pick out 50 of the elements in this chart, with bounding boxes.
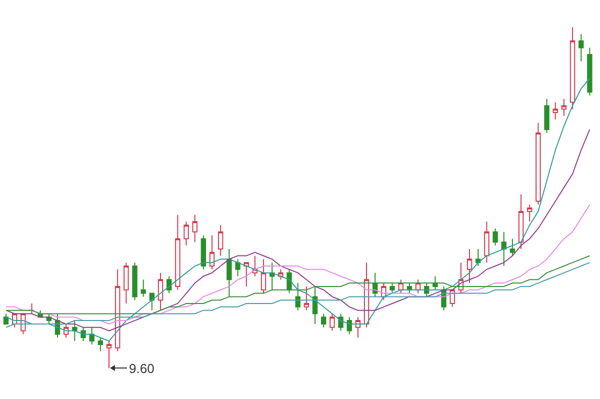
candlestick xyxy=(175,214,180,290)
candlestick xyxy=(72,320,78,342)
candlestick xyxy=(552,102,558,120)
candlestick xyxy=(260,258,266,294)
candlestick xyxy=(321,313,326,328)
candlestick xyxy=(510,238,516,256)
candlestick xyxy=(536,122,541,206)
candlestick xyxy=(355,316,361,338)
candlestick xyxy=(286,268,292,294)
candlestick xyxy=(570,26,576,110)
annotation: 9.60 xyxy=(129,361,154,376)
candlestick xyxy=(561,98,567,116)
candlestick xyxy=(466,248,472,284)
candlestick xyxy=(476,248,481,266)
candlestick xyxy=(124,262,129,304)
candlestick xyxy=(544,98,550,134)
candlestick xyxy=(132,262,138,301)
candlestick xyxy=(518,194,524,250)
candlestick xyxy=(492,228,498,246)
candlestick xyxy=(89,326,94,345)
candlestick xyxy=(235,258,240,277)
candlestick xyxy=(330,313,335,332)
candlestick xyxy=(98,337,104,352)
candlestick xyxy=(295,282,300,311)
candlestick xyxy=(218,224,224,256)
candlestick xyxy=(226,248,232,298)
candlestick xyxy=(270,262,275,290)
candlestick xyxy=(140,279,146,298)
candlestick xyxy=(200,234,206,270)
candlestick xyxy=(158,272,164,311)
candlestick xyxy=(149,292,155,311)
candlestick xyxy=(192,214,198,243)
candlestick xyxy=(3,313,9,324)
candlestick xyxy=(184,221,189,246)
candlestick xyxy=(304,286,310,311)
candlestick xyxy=(587,47,592,96)
candlestick xyxy=(578,34,584,62)
candlestick xyxy=(338,313,344,332)
candlestick xyxy=(527,204,532,222)
candlestick xyxy=(390,282,395,294)
candlestick xyxy=(114,268,120,352)
candlestick xyxy=(346,316,352,335)
candlestick xyxy=(484,221,490,264)
candlestick xyxy=(432,276,438,290)
candlestick xyxy=(166,276,172,294)
candlestick xyxy=(209,234,215,270)
candlestick xyxy=(501,231,506,266)
candlestick xyxy=(312,286,318,324)
candlestick xyxy=(244,262,249,287)
candlestick xyxy=(106,340,112,369)
